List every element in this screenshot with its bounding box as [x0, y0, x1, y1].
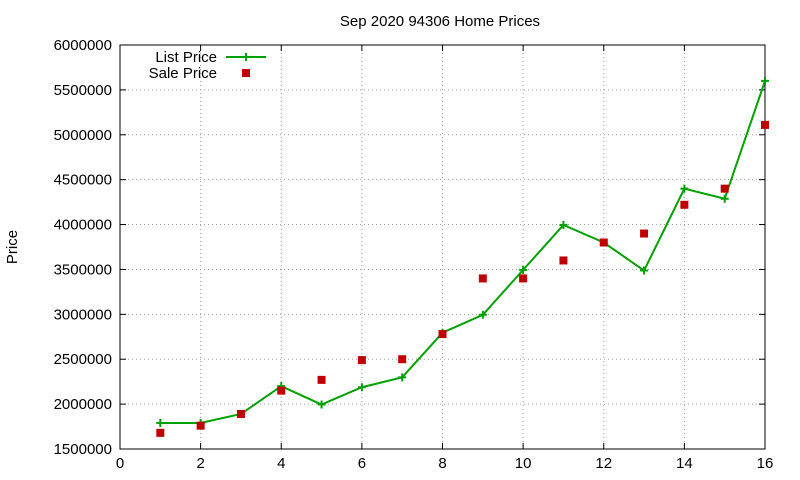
- x-tick-label: 8: [438, 455, 446, 472]
- legend-label: Sale Price: [149, 65, 217, 82]
- sale-price-point: [720, 184, 729, 193]
- list-price-point: [317, 400, 326, 409]
- legend-marker-list-price: [242, 53, 250, 61]
- x-tick-label: 14: [676, 455, 693, 472]
- list-price-point: [357, 383, 366, 392]
- legend-marker-sale-price: [242, 69, 250, 77]
- list-price-point: [559, 221, 568, 230]
- x-tick-label: 12: [595, 455, 612, 472]
- sale-price-point: [599, 238, 608, 247]
- sale-price-point: [438, 330, 447, 339]
- sale-price-point: [398, 355, 407, 364]
- y-tick-label: 2000000: [54, 396, 112, 413]
- sale-price-point: [236, 409, 245, 418]
- x-tick-label: 4: [277, 455, 285, 472]
- list-price-point: [680, 184, 689, 193]
- plot-series: [156, 76, 769, 437]
- y-tick-label: 5000000: [54, 127, 112, 144]
- sale-price-point: [317, 375, 326, 384]
- sale-price-point: [761, 120, 769, 129]
- x-tick-label: 6: [358, 455, 366, 472]
- y-tick-label: 4500000: [54, 172, 112, 189]
- y-tick-label: 3000000: [54, 306, 112, 323]
- y-tick-label: 5500000: [54, 82, 112, 99]
- x-tick-label: 0: [116, 455, 124, 472]
- list-price-point: [720, 194, 729, 203]
- sale-price-point: [478, 274, 487, 283]
- sale-price-point: [357, 356, 366, 365]
- chart-title: Sep 2020 94306 Home Prices: [340, 13, 540, 30]
- x-tick-label: 10: [515, 455, 532, 472]
- y-tick-label: 4000000: [54, 217, 112, 234]
- sale-price-point: [196, 421, 205, 430]
- list-price-point: [478, 310, 487, 319]
- y-tick-label: 1500000: [54, 441, 112, 458]
- axes: 0 2 4 6 8 10 12 14 16 1500000 2000000 2500000 300000…: [54, 37, 774, 472]
- sale-price-point: [277, 386, 286, 395]
- y-tick-label: 3500000: [54, 261, 112, 278]
- sale-price-point: [156, 428, 165, 437]
- y-tick-label: 2500000: [54, 351, 112, 368]
- list-price-point: [398, 373, 407, 382]
- y-axis-label: Price: [4, 230, 21, 264]
- sale-price-point: [559, 256, 568, 265]
- series-line-list-price: [160, 80, 766, 424]
- y-tick-label: 6000000: [54, 37, 112, 54]
- grid: [120, 45, 765, 449]
- list-price-point: [519, 265, 528, 274]
- list-price-point: [761, 76, 769, 85]
- legend-label: List Price: [155, 49, 217, 66]
- list-price-point: [640, 266, 649, 275]
- sale-price-point: [680, 200, 689, 209]
- x-tick-label: 16: [757, 455, 774, 472]
- sale-price-point: [640, 229, 649, 238]
- sale-price-point: [519, 274, 528, 283]
- x-tick-label: 2: [196, 455, 204, 472]
- list-price-point: [156, 418, 165, 427]
